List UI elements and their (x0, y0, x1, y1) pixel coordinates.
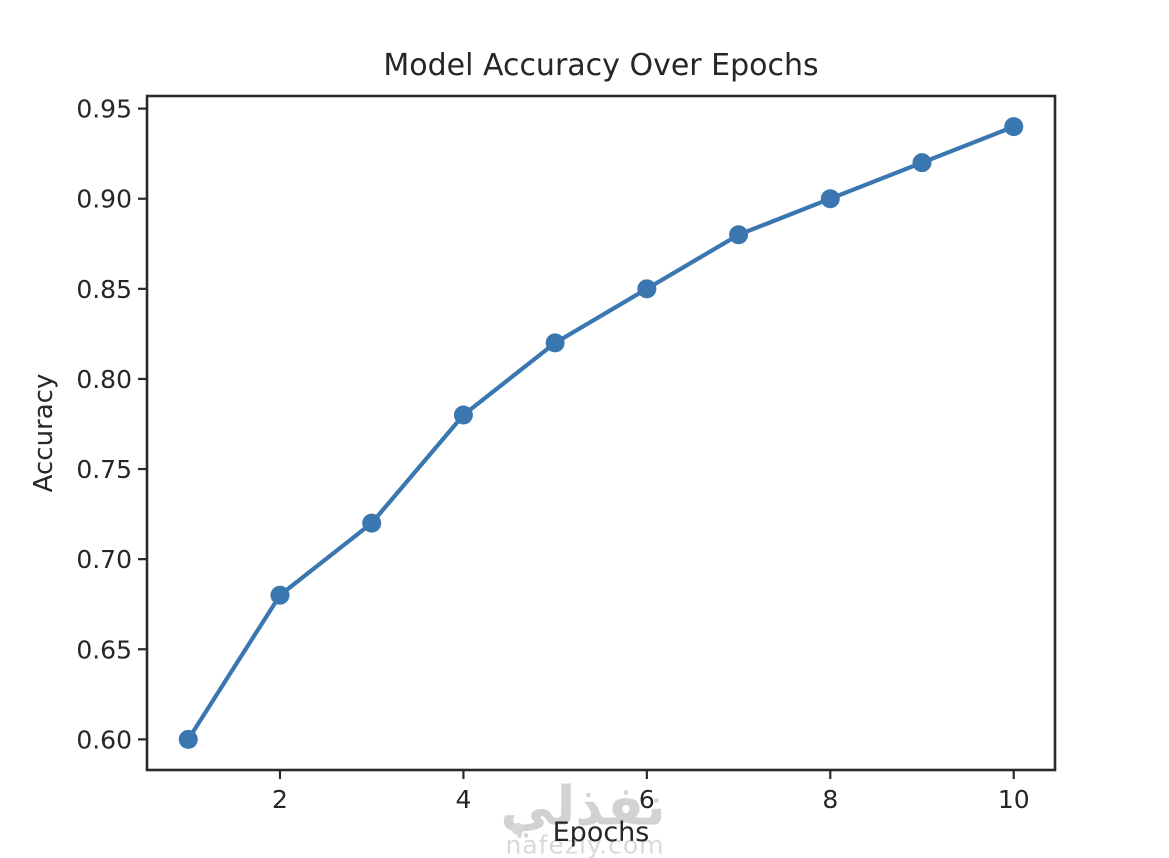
x-axis-label: Epochs (552, 817, 650, 848)
y-tick-label: 0.75 (76, 455, 132, 484)
y-tick-label: 0.60 (76, 725, 132, 754)
y-tick-label: 0.95 (76, 95, 132, 124)
chart-title: Model Accuracy Over Epochs (383, 48, 819, 83)
x-tick-label: 10 (998, 785, 1030, 814)
data-point-marker (637, 279, 657, 299)
data-point-marker (729, 225, 749, 245)
y-axis-label: Accuracy (29, 373, 59, 493)
data-point-marker (545, 333, 565, 353)
data-point-marker (178, 729, 198, 749)
data-point-marker (912, 153, 932, 173)
data-point-marker (1004, 117, 1024, 137)
y-tick-label: 0.70 (76, 545, 132, 574)
data-point-marker (820, 189, 840, 209)
x-tick-label: 2 (272, 785, 288, 814)
y-tick-label: 0.80 (76, 365, 132, 394)
watermark-logo: نفذلي (500, 774, 666, 838)
x-tick-label: 6 (639, 785, 655, 814)
data-point-marker (270, 585, 290, 605)
y-tick-label: 0.85 (76, 275, 132, 304)
data-point-marker (453, 405, 473, 425)
y-tick-label: 0.90 (76, 185, 132, 214)
plot-border (145, 94, 1057, 772)
watermark-site-url: nafezly.com (505, 830, 665, 858)
y-tick-label: 0.65 (76, 635, 132, 664)
x-tick-label: 4 (455, 785, 471, 814)
x-tick-label: 8 (822, 785, 838, 814)
accuracy-line (186, 124, 1016, 742)
data-point-marker (362, 513, 382, 533)
watermark-dot-icon (512, 823, 524, 835)
